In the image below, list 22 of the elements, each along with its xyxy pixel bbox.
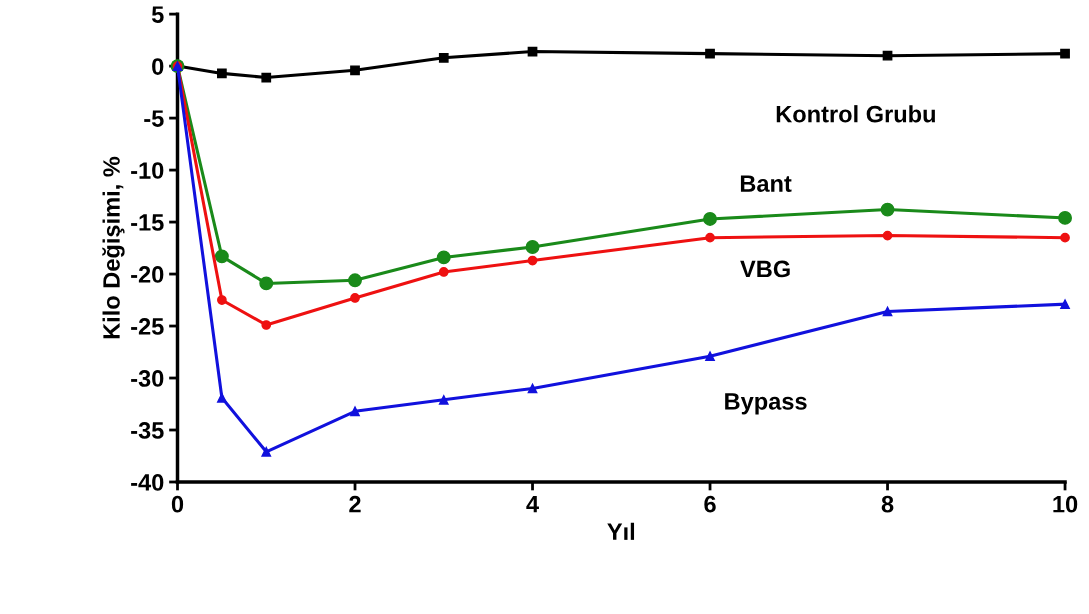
y-tick-label: -35 bbox=[131, 422, 164, 439]
x-tick-label: 6 bbox=[704, 495, 716, 513]
x-tick-label: 10 bbox=[1053, 495, 1078, 513]
x-tick-label: 4 bbox=[526, 496, 539, 513]
x-axis-title: Yıl bbox=[607, 522, 635, 540]
series-label: Bypass bbox=[725, 393, 807, 415]
x-tick-label: 0 bbox=[171, 495, 184, 513]
series-label: Bant bbox=[740, 175, 792, 192]
x-tick-label: 8 bbox=[881, 495, 894, 513]
y-tick-label: -30 bbox=[131, 370, 164, 387]
y-tick-label: -10 bbox=[131, 162, 164, 179]
y-tick-label: -40 bbox=[131, 474, 164, 491]
series-label: VBG bbox=[740, 260, 790, 278]
y-tick-label: -5 bbox=[144, 110, 164, 127]
y-tick-label: -25 bbox=[131, 318, 164, 335]
y-axis-title: Kilo Değişimi, % bbox=[102, 156, 125, 339]
y-tick-label: -15 bbox=[131, 214, 164, 231]
y-tick-label: 0 bbox=[152, 58, 164, 75]
x-tick-label: 2 bbox=[349, 495, 361, 513]
text: Kontrol Grubu bbox=[776, 105, 935, 123]
y-tick-label: 5 bbox=[151, 6, 164, 23]
y-tick-label: -20 bbox=[131, 266, 164, 283]
